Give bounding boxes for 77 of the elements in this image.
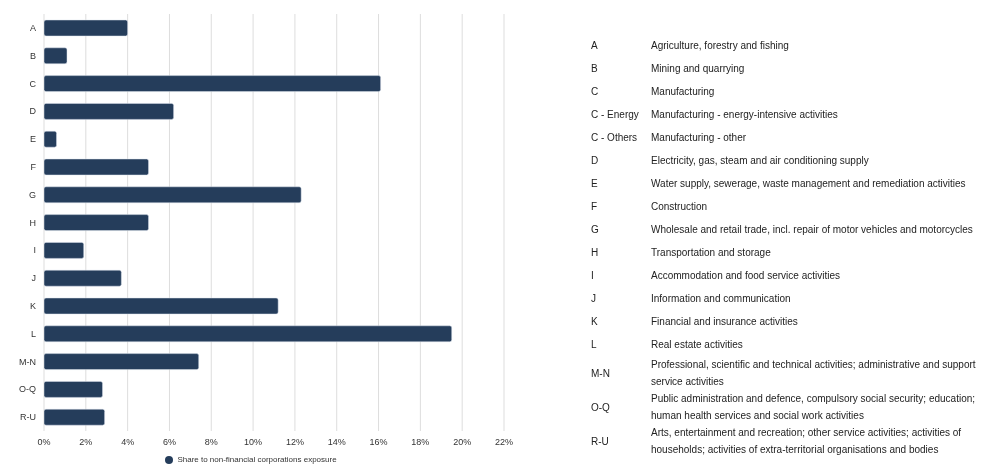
y-tick-label: B [29,50,36,61]
text: Real estate activities [651,338,744,352]
text: L [591,338,598,352]
text: Professional, scientific and technical activities; administrative and support service activities [651,358,977,389]
text: Manufacturing [651,85,716,99]
bar [44,103,174,120]
y-tick-label: H [29,217,36,228]
x-tick-label: 16% [369,437,388,448]
x-tick-label: 0% [37,437,51,448]
text: Construction [651,200,709,214]
y-tick-label: J [31,273,36,284]
text: Public administration and defence, compulsory social security; education; human health services and social work activities [651,392,977,423]
y-tick-label: O-Q [19,384,36,395]
text: Information and communication [651,292,792,306]
y-tick-label: G [28,189,36,200]
x-tick-label: 22% [494,437,514,448]
text: E [591,177,599,191]
text: R-U [591,434,610,449]
x-tick-label: 2% [79,437,93,448]
text: J [591,292,597,306]
x-tick-label: 4% [121,437,135,448]
y-tick-label: A [29,23,36,34]
text: Mining and quarrying [651,62,746,76]
bar [44,408,105,426]
bar [44,214,149,231]
text: M-N [591,366,611,381]
legend-label: Share to non-financial corporations exposure [177,455,337,464]
x-tick-label: 14% [327,437,346,448]
text: O-Q [591,400,611,415]
text: C - Energy [591,108,640,122]
bar [44,130,57,148]
bar [44,47,68,65]
y-tick-label: K [29,301,36,312]
text: I [591,269,595,283]
text: Agriculture, forestry and fishing [651,39,790,53]
text: Water supply, sewerage, waste management and remediation activities [651,177,967,191]
text: B [591,62,599,76]
text: Financial and insurance activities [651,315,799,329]
x-tick-label: 10% [244,437,263,448]
text: G [591,223,600,237]
bar [44,381,103,398]
bar [44,186,302,204]
bar [44,269,122,287]
text: A [591,39,599,53]
text: F [591,200,599,214]
text: K [591,315,599,329]
y-tick-label: E [29,134,36,145]
y-tick-label: L [30,328,36,339]
text: H [591,246,600,260]
text: Electricity, gas, steam and air conditioning supply [651,154,870,168]
text: Accommodation and food service activities [651,269,841,283]
text: Transportation and storage [651,246,772,260]
x-tick-label: 12% [285,437,304,448]
x-tick-label: 8% [204,437,218,448]
bar [44,158,149,176]
x-tick-label: 6% [162,437,176,448]
y-tick-label: C [29,78,37,89]
y-tick-label: M-N [19,356,36,367]
y-tick-label: R-U [20,412,36,423]
bar [44,75,381,92]
bar [44,325,452,343]
bar [44,353,199,370]
bar [44,242,84,259]
text: Manufacturing - energy-intensive activities [651,108,839,122]
bar [44,297,279,315]
y-tick-label: I [33,245,36,256]
text: Wholesale and retail trade, incl. repair of motor vehicles and motorcycles [651,223,974,237]
text: D [591,154,600,168]
text: C - Others [591,131,639,145]
text: C [591,85,600,99]
text: Arts, entertainment and recreation; other service activities; activities of households; activities of extra-territorial organisations and bodies [651,426,963,457]
x-tick-label: 20% [453,437,472,448]
bar [44,19,128,37]
y-tick-label: F [30,162,37,173]
text: Manufacturing - other [651,131,748,145]
y-tick-label: D [29,106,37,117]
x-tick-label: 18% [411,437,430,448]
